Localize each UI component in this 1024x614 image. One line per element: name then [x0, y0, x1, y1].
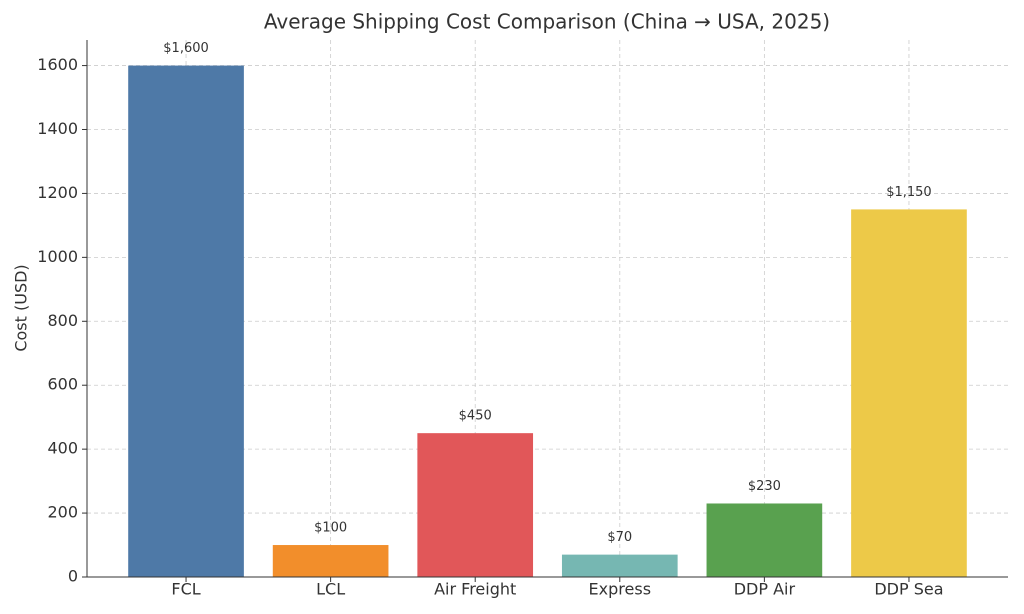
value-label: $1,150 [886, 185, 932, 200]
x-tick-label: Express [589, 580, 651, 599]
x-tick-label: Air Freight [434, 580, 516, 599]
x-tick-label: DDP Air [734, 580, 796, 599]
x-tick-label: DDP Sea [874, 580, 943, 599]
y-tick-label: 1400 [37, 119, 78, 138]
bar [561, 554, 678, 577]
y-axis-label: Cost (USD) [12, 264, 31, 351]
chart-title: Average Shipping Cost Comparison (China … [264, 10, 830, 34]
bar [706, 503, 823, 577]
value-label: $70 [607, 530, 632, 545]
y-tick-label: 200 [47, 503, 78, 522]
y-tick-label: 1600 [37, 55, 78, 74]
y-tick-label: 800 [47, 311, 78, 330]
x-tick-label: LCL [316, 580, 345, 599]
value-label: $1,600 [163, 41, 209, 56]
value-label: $100 [314, 521, 347, 536]
y-tick-label: 1200 [37, 183, 78, 202]
bar [272, 545, 389, 577]
y-tick-label: 400 [47, 439, 78, 458]
value-label: $450 [459, 409, 492, 424]
y-tick-label: 1000 [37, 247, 78, 266]
value-label: $230 [748, 479, 781, 494]
y-tick-label: 600 [47, 375, 78, 394]
y-tick-label: 0 [68, 567, 78, 586]
bar [128, 65, 244, 578]
bar [851, 209, 967, 578]
x-tick-label: FCL [171, 580, 200, 599]
bar [417, 433, 534, 577]
